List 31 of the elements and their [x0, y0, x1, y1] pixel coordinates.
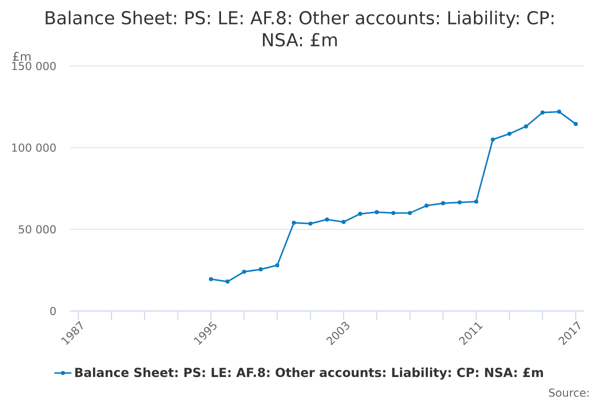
point [540, 110, 545, 115]
point [441, 201, 446, 206]
point [374, 210, 379, 214]
point [574, 122, 578, 126]
chart-title: Balance Sheet: PS: LE: AF.8: Other accounts: Liability: CP: NSA: £m [46, 10, 554, 46]
point [324, 217, 330, 222]
point [458, 200, 462, 204]
y-tick-label: 50 000 [18, 225, 56, 234]
point [292, 220, 296, 225]
y-axis-title: £m [12, 52, 31, 61]
point [507, 132, 512, 136]
point [308, 222, 312, 226]
point [208, 277, 213, 282]
point [358, 212, 362, 216]
source-note: Source: [549, 388, 589, 397]
y-tick-label: 0 [50, 306, 56, 316]
point [391, 210, 396, 216]
point [408, 210, 412, 216]
point [275, 263, 280, 268]
point [490, 137, 495, 142]
point [474, 200, 478, 204]
point [242, 270, 246, 274]
point [225, 280, 230, 284]
y-tick-label: 100 000 [12, 144, 56, 152]
point [557, 110, 562, 114]
point [424, 204, 429, 208]
y-tick-label: 150 000 [12, 62, 56, 70]
legend-label: Balance Sheet: PS: LE: AF.8: Other accounts: Liability: CP: NSA: £m [75, 368, 543, 380]
point [524, 124, 528, 128]
point [258, 267, 263, 272]
point [342, 220, 346, 224]
